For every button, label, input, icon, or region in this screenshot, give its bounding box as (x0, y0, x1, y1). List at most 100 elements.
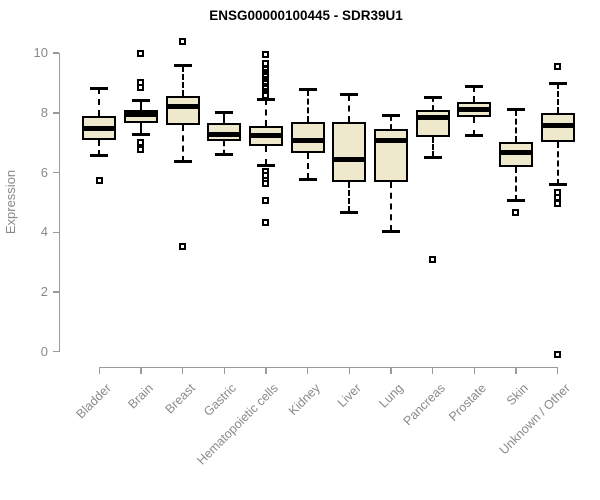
outlier-point-hematopoietic-cells (262, 196, 270, 204)
outlier-point-skin (512, 208, 520, 216)
outlier-point-unknown-other (554, 200, 562, 208)
y-tick-label-10: 10 (33, 45, 48, 61)
y-tick (52, 350, 59, 353)
whisker-upper-cap (340, 93, 359, 97)
y-tick-label-6: 6 (40, 164, 48, 180)
x-tick (473, 368, 476, 375)
whisker-upper-stem (264, 99, 267, 127)
y-tick-label-0: 0 (40, 343, 48, 359)
x-axis-line (99, 366, 558, 369)
whisker-lower-cap (298, 177, 317, 181)
whisker-lower-cap (423, 155, 442, 159)
whisker-upper-cap (131, 98, 150, 102)
x-tick (223, 368, 226, 375)
whisker-upper-cap (215, 110, 234, 114)
median-kidney (290, 137, 325, 143)
whisker-upper-cap (381, 114, 400, 118)
x-tick (348, 368, 351, 375)
x-tick (556, 368, 559, 375)
whisker-lower-stem (223, 140, 226, 155)
y-tick-label-4: 4 (40, 224, 48, 240)
outlier-point-brain (137, 145, 145, 153)
whisker-upper-stem (223, 112, 226, 124)
whisker-upper-stem (181, 65, 184, 96)
whisker-lower-stem (306, 152, 309, 180)
whisker-upper-cap (173, 64, 192, 68)
y-tick-label-8: 8 (40, 104, 48, 120)
outlier-point-hematopoietic-cells (262, 180, 270, 188)
outlier-point-unknown-other (554, 62, 562, 70)
x-tick (140, 368, 142, 375)
whisker-upper-cap (465, 84, 484, 88)
x-tick (98, 368, 101, 375)
whisker-upper-cap (423, 95, 442, 99)
whisker-upper-stem (389, 115, 392, 129)
whisker-upper-cap (548, 81, 567, 85)
whisker-upper-cap (90, 86, 109, 90)
outlier-point-brain (137, 50, 145, 58)
median-pancreas (415, 115, 450, 121)
whisker-upper-stem (348, 94, 351, 123)
y-tick-label-2: 2 (40, 284, 48, 299)
whisker-lower-stem (264, 146, 267, 166)
outlier-point-hematopoietic-cells (262, 92, 270, 100)
chart-title: ENSG00000100445 - SDR39U1 (209, 8, 403, 23)
whisker-lower-stem (473, 117, 476, 136)
whisker-lower-cap (131, 132, 150, 136)
whisker-lower-stem (389, 181, 392, 232)
outlier-point-bladder (95, 177, 103, 185)
whisker-lower-cap (381, 229, 400, 233)
median-skin (498, 150, 533, 156)
y-tick (52, 231, 59, 234)
whisker-lower-stem (98, 139, 101, 156)
median-prostate (457, 107, 492, 113)
y-tick (52, 112, 59, 114)
y-tick (52, 52, 59, 54)
x-tick (181, 368, 184, 375)
box-lung (373, 129, 408, 182)
median-bladder (82, 126, 117, 132)
outlier-point-brain (137, 138, 145, 146)
median-liver (332, 157, 367, 163)
whisker-upper-stem (306, 89, 309, 122)
median-lung (373, 138, 408, 144)
box-pancreas (415, 109, 450, 138)
whisker-lower-stem (514, 166, 517, 201)
whisker-lower-stem (348, 182, 351, 213)
median-breast (165, 103, 200, 109)
whisker-lower-cap (340, 210, 359, 214)
whisker-lower-stem (556, 141, 559, 185)
whisker-upper-stem (139, 100, 142, 110)
x-tick (515, 368, 517, 375)
whisker-upper-stem (98, 88, 101, 116)
median-hematopoietic-cells (248, 133, 283, 139)
x-tick (265, 368, 267, 375)
whisker-upper-cap (298, 88, 317, 92)
x-tick (431, 368, 434, 375)
outlier-point-hematopoietic-cells (262, 51, 270, 59)
whisker-upper-stem (514, 109, 517, 142)
outlier-point-breast (179, 242, 187, 250)
x-tick (306, 368, 309, 375)
whisker-lower-cap (465, 134, 484, 138)
y-tick (52, 171, 59, 174)
median-unknown-other (540, 123, 575, 129)
box-kidney (290, 121, 325, 153)
y-axis-label: Expression (3, 169, 18, 235)
outlier-point-brain (137, 84, 145, 92)
whisker-lower-cap (215, 153, 234, 157)
whisker-lower-cap (548, 183, 567, 187)
median-gastric (207, 131, 242, 137)
whisker-lower-stem (139, 123, 142, 135)
box-breast (165, 95, 200, 126)
whisker-upper-stem (431, 97, 434, 110)
median-brain (123, 112, 158, 118)
whisker-lower-stem (181, 125, 184, 162)
outlier-point-breast (179, 37, 187, 45)
whisker-lower-cap (256, 163, 275, 167)
outlier-point-unknown-other (554, 351, 562, 359)
whisker-lower-cap (173, 160, 192, 164)
y-tick (52, 291, 59, 293)
box-liver (332, 122, 367, 183)
